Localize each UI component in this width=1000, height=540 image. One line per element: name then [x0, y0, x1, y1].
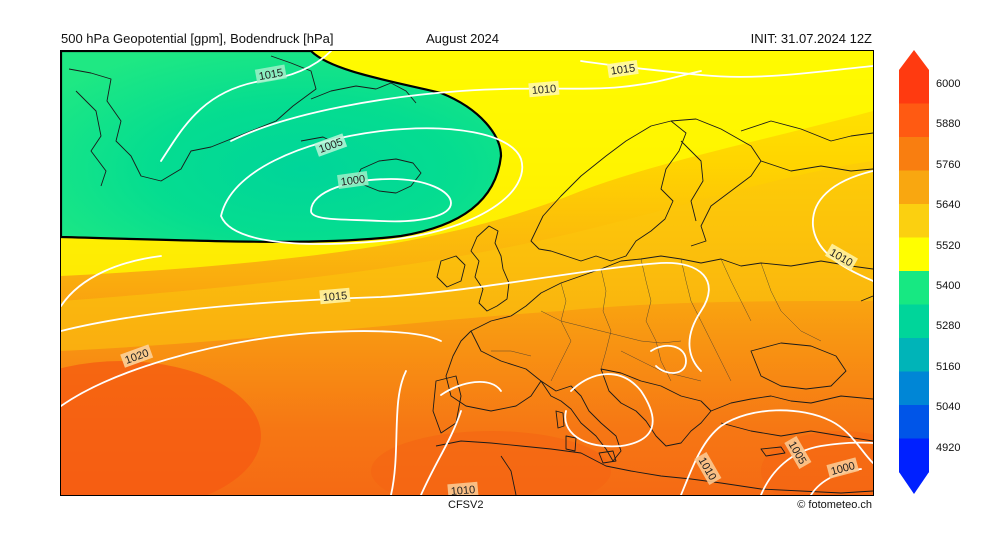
colorbar-segment	[899, 371, 929, 406]
colorbar-tick-label: 5760	[936, 158, 961, 171]
colorbar-segment	[899, 304, 929, 339]
isobar-1010-mediterranean	[564, 373, 654, 448]
colorbar-segment	[899, 170, 929, 205]
isobar-1005-southeast	[760, 441, 873, 495]
isobar-1005-west	[220, 127, 524, 245]
isobar-1015-southwest	[61, 255, 162, 307]
isobar-label-1000-a: 1000	[340, 173, 366, 188]
model-name: CFSV2	[448, 499, 484, 511]
colorbar-segment	[899, 438, 929, 473]
colorbar-segment	[899, 405, 929, 439]
country-borders	[491, 258, 822, 382]
colorbar-segment	[899, 271, 929, 305]
isobar-1010-south	[420, 410, 462, 495]
isobar-1010-italy-loop	[650, 344, 687, 374]
colorbar-tick-label: 6000	[936, 78, 961, 90]
field-5880-core-east	[371, 431, 611, 495]
colorbar-tick-label: 5280	[936, 320, 961, 333]
colorbar-segment	[899, 103, 929, 138]
map-title: 500 hPa Geopotential [gpm], Bodendruck […	[61, 31, 334, 46]
isobar-1015-south	[390, 370, 407, 495]
isobar-1015-north	[160, 51, 332, 162]
colorbar-segment	[899, 70, 929, 104]
map-period: August 2024	[426, 31, 500, 46]
isobar-label-1010-a: 1010	[531, 83, 556, 97]
isobar-label-1015-c: 1015	[322, 290, 347, 304]
colorbar-tick-label: 5640	[936, 199, 961, 212]
coastlines	[68, 55, 873, 495]
colorbar-bottom-arrow	[899, 472, 929, 494]
colorbar-tick-label: 5400	[936, 279, 961, 292]
isobar-1010-north	[230, 70, 702, 142]
weather-map: 1000 1005 1010 1015 1015 1015	[60, 50, 874, 496]
isobar-label-1010-d: 1010	[450, 484, 475, 496]
colorbar-tick-label: 5160	[936, 360, 961, 373]
colorbar-tick-label: 5520	[936, 239, 961, 252]
isobar-label-1015-b: 1015	[258, 67, 284, 83]
colorbar-segment	[899, 204, 929, 238]
isobar-1010-southwest-small	[440, 380, 502, 396]
colorbar-tick-label: 4920	[936, 441, 961, 454]
field-5880-core	[61, 361, 261, 495]
isobar-1015-mid	[61, 262, 710, 372]
isobar-label-1015-a: 1015	[610, 62, 636, 77]
colorbar	[899, 50, 929, 494]
isobar-1020-southwest	[61, 330, 442, 407]
source-credit: © fotometeo.ch	[797, 499, 872, 511]
colorbar-top-arrow	[899, 50, 929, 70]
colorbar-segment	[899, 338, 929, 372]
colorbar-tick-label: 5040	[936, 401, 961, 414]
colorbar-segment	[899, 237, 929, 272]
model-init-time: INIT: 31.07.2024 12Z	[750, 31, 872, 46]
colorbar-tick-label: 5880	[936, 118, 961, 131]
colorbar-segment	[899, 137, 929, 171]
